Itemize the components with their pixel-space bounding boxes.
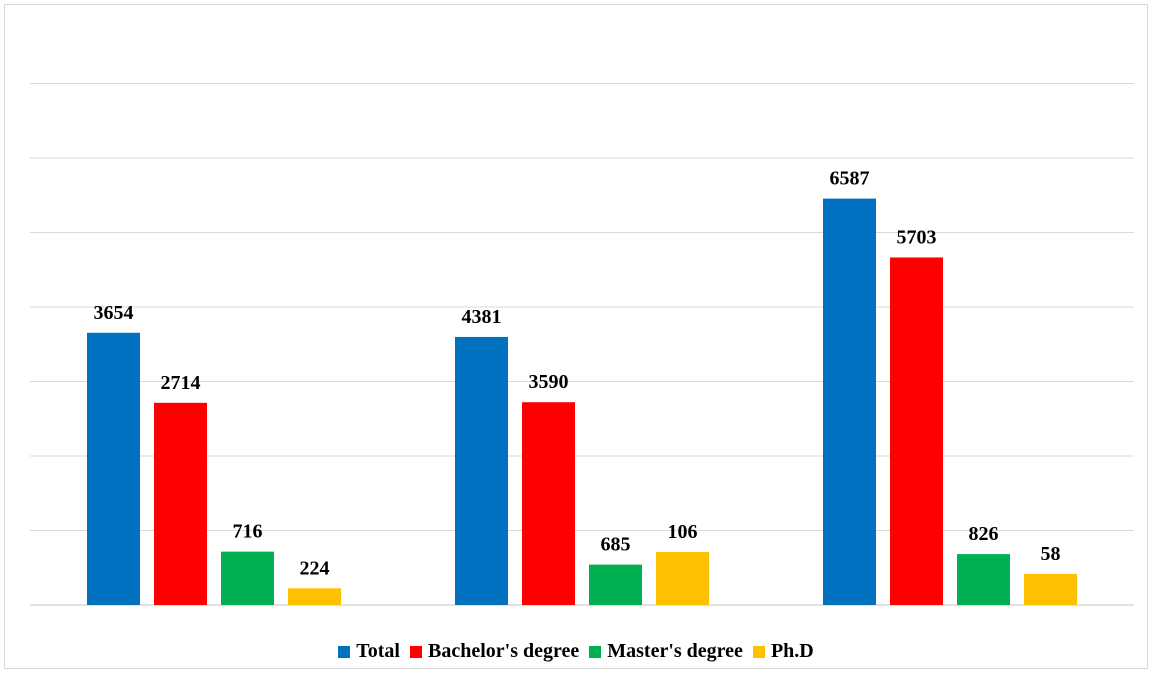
legend-swatch — [338, 645, 351, 658]
bar-ph-d-3 — [1024, 573, 1077, 605]
bar-master-s-degree-1 — [221, 551, 274, 605]
bar-ph-d-2 — [656, 552, 709, 605]
data-label-ph-d-1: 224 — [300, 557, 330, 579]
data-label-master-s-degree-2: 685 — [601, 534, 631, 556]
gridlines — [30, 83, 1134, 606]
bar-ph-d-1 — [288, 588, 341, 605]
bar-bachelor-s-degree-3 — [890, 257, 943, 605]
legend: Total Bachelor's degree Master's degree Ph.… — [0, 640, 1152, 663]
data-label-total-2: 4381 — [462, 306, 502, 328]
legend-item-master-s-degree: Master's degree — [589, 640, 743, 663]
legend-label: Ph.D — [770, 640, 814, 662]
legend-label: Total — [356, 640, 400, 662]
bar-master-s-degree-2 — [589, 564, 642, 605]
legend-swatch — [589, 645, 602, 658]
bar-bachelor-s-degree-2 — [522, 402, 575, 605]
legend-label: Master's degree — [607, 640, 743, 662]
bar-total-1 — [87, 332, 140, 605]
legend-item-bachelor-s-degree: Bachelor's degree — [409, 640, 580, 663]
bars — [87, 198, 1077, 606]
bar-bachelor-s-degree-1 — [154, 402, 207, 605]
data-labels: 3654 2714 716 224 4381 3590 685 106 6587 5703 826 5… — [94, 168, 1061, 580]
data-label-bachelor-s-degree-3: 5703 — [897, 226, 937, 248]
data-label-total-1: 3654 — [94, 302, 134, 324]
legend-swatch — [409, 645, 422, 658]
data-label-bachelor-s-degree-2: 3590 — [529, 371, 569, 393]
data-label-ph-d-2: 106 — [668, 521, 698, 543]
data-label-master-s-degree-1: 716 — [233, 521, 263, 543]
legend-item-ph-d: Ph.D — [752, 640, 814, 663]
bar-master-s-degree-3 — [957, 554, 1010, 605]
bar-total-2 — [455, 336, 508, 605]
data-label-ph-d-3: 58 — [1041, 543, 1061, 565]
data-label-master-s-degree-3: 826 — [969, 523, 999, 545]
bar-total-3 — [823, 198, 876, 606]
data-label-bachelor-s-degree-1: 2714 — [161, 372, 201, 394]
legend-swatch — [752, 645, 765, 658]
data-label-total-3: 6587 — [830, 168, 870, 190]
legend-label: Bachelor's degree — [427, 640, 580, 662]
legend-item-total: Total — [338, 640, 400, 663]
